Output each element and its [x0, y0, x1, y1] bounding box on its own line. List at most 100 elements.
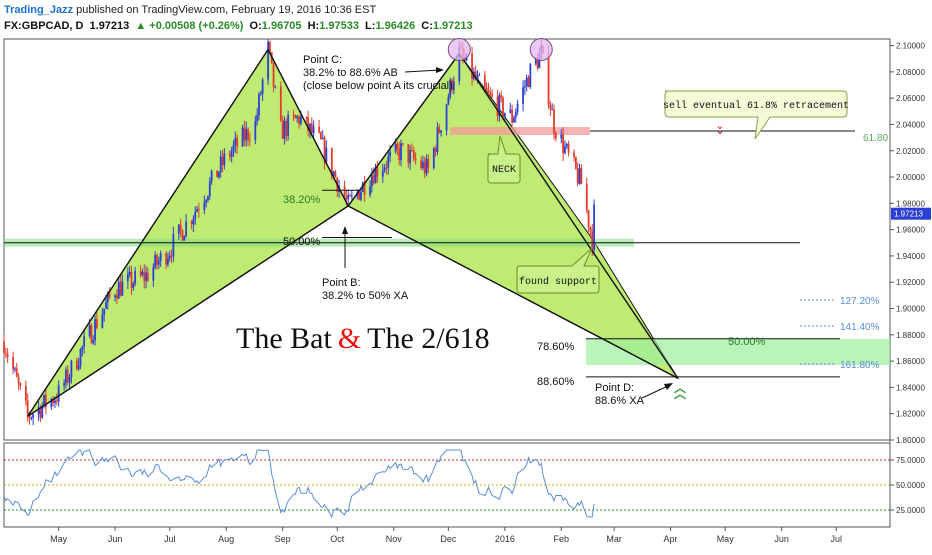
candle-body — [223, 153, 226, 166]
candle-body — [128, 271, 131, 275]
price-change: ▲ +0.00508 (+0.26%) — [135, 20, 244, 32]
candle-body — [514, 111, 517, 118]
candle-body — [412, 149, 415, 159]
candle-body — [106, 292, 109, 302]
candle-body — [19, 383, 22, 387]
price-tick-label: 2.02000 — [896, 147, 925, 156]
close-label: C: — [421, 20, 433, 32]
symbol-line: FX:GBPCAD, D 1.97213 ▲ +0.00508 (+0.26%)… — [4, 20, 476, 32]
price-axis[interactable]: 1.80000 1.82000 1.84000 1.86000 1.88000 1.900… — [890, 42, 931, 445]
candle-body — [438, 127, 441, 133]
candle-body — [210, 170, 213, 182]
candle-body — [205, 200, 208, 203]
candle-body — [591, 231, 594, 251]
candle-body — [345, 197, 348, 200]
oscillator-pane[interactable] — [3, 442, 891, 528]
candle-body — [496, 96, 499, 117]
leg-bd — [347, 205, 679, 379]
candle-body — [409, 149, 412, 164]
candle-body — [330, 147, 333, 177]
fib-500-label: 50.00% — [283, 236, 321, 248]
candle-body — [407, 144, 410, 164]
price-tick-label: 1.98000 — [896, 199, 925, 208]
point-c-line1: 38.2% to 88.6% AB — [303, 67, 398, 79]
point-b-arrowhead — [342, 226, 348, 234]
candle-body — [154, 254, 157, 268]
chart-area[interactable]: 1.80000 1.82000 1.84000 1.86000 1.88000 1.900… — [0, 36, 932, 550]
candle-body — [172, 233, 175, 257]
candle-body — [305, 117, 308, 119]
candle-body — [503, 112, 506, 117]
candle-body — [593, 204, 595, 251]
candle-body — [565, 144, 568, 147]
author-link[interactable]: Trading_Jazz — [4, 4, 74, 16]
candle-body — [587, 210, 590, 228]
chart-title: The Bat & The 2/618 — [236, 322, 490, 355]
fib-618-label: 61.80 — [863, 133, 888, 144]
osc-tick-label: 75.0000 — [896, 456, 925, 465]
candle-body — [30, 417, 33, 419]
candle-body — [232, 145, 235, 152]
candle-body — [440, 130, 442, 133]
candle-body — [39, 407, 42, 418]
publish-line: Trading_Jazz published on TradingView.co… — [4, 4, 376, 16]
candle-body — [119, 282, 122, 296]
candle-body — [274, 86, 277, 88]
candle-body — [585, 184, 588, 211]
candle-body — [218, 171, 220, 178]
down-chevron-icon-2: ⌄ — [716, 121, 724, 132]
candle-body — [500, 95, 503, 98]
candle-body — [159, 253, 162, 261]
time-tick-label: Oct — [330, 534, 345, 544]
time-axis[interactable]: May Jun Jul Aug Sep Oct Nov Dec 2016 Feb Mar Apr May… — [50, 527, 842, 544]
candle-body — [400, 143, 402, 161]
candle-body — [523, 86, 526, 88]
up-chevron-icon: ︿ — [674, 381, 686, 395]
candle-body — [157, 260, 160, 265]
candle-body — [248, 139, 251, 141]
osc-tick-label: 25.0000 — [896, 506, 925, 515]
candle-body — [194, 211, 197, 219]
point-c-note: Point C: 38.2% to 88.6% AB (close below … — [303, 54, 453, 92]
price-tick-label: 2.10000 — [896, 42, 925, 51]
candle-body — [15, 368, 18, 377]
candle-body — [247, 129, 249, 140]
open-label: O: — [249, 20, 262, 32]
candle-body — [103, 308, 106, 315]
symbol-label[interactable]: FX:GBPCAD, D — [4, 20, 84, 32]
neck-bubble — [487, 135, 521, 184]
candle-body — [525, 77, 528, 87]
chart-svg[interactable]: 1.80000 1.82000 1.84000 1.86000 1.88000 1.900… — [0, 36, 932, 550]
candle-body — [432, 148, 435, 169]
price-tick-label: 1.82000 — [896, 410, 925, 419]
level-lines — [4, 130, 855, 378]
candle-body — [168, 255, 171, 259]
candle-body — [381, 170, 384, 177]
candle-body — [349, 195, 351, 197]
price-tick-label: 2.00000 — [896, 173, 925, 182]
candle-body — [26, 400, 29, 415]
candle-body — [65, 369, 67, 384]
candle-body — [258, 94, 260, 116]
candle-body — [234, 137, 237, 146]
candle-body — [268, 41, 271, 53]
up-chevron-icon-2: ︿ — [674, 387, 686, 401]
candle-body — [522, 87, 524, 104]
candle-body — [228, 153, 231, 157]
candle-body — [425, 158, 428, 174]
candle-body — [307, 117, 310, 132]
candle-body — [487, 90, 490, 92]
fib-786-label: 78.60% — [537, 341, 575, 353]
candle-body — [94, 319, 96, 341]
price-tick-label: 1.86000 — [896, 357, 925, 366]
candle-body — [37, 407, 40, 415]
candle-body — [318, 126, 320, 133]
candle-body — [241, 127, 244, 147]
time-tick-label: Feb — [554, 534, 570, 544]
candle-body — [502, 97, 504, 117]
candle-body — [156, 254, 158, 265]
candle-body — [360, 191, 362, 200]
candle-body — [343, 186, 346, 198]
candle-body — [256, 115, 259, 122]
candle-body — [197, 209, 200, 211]
